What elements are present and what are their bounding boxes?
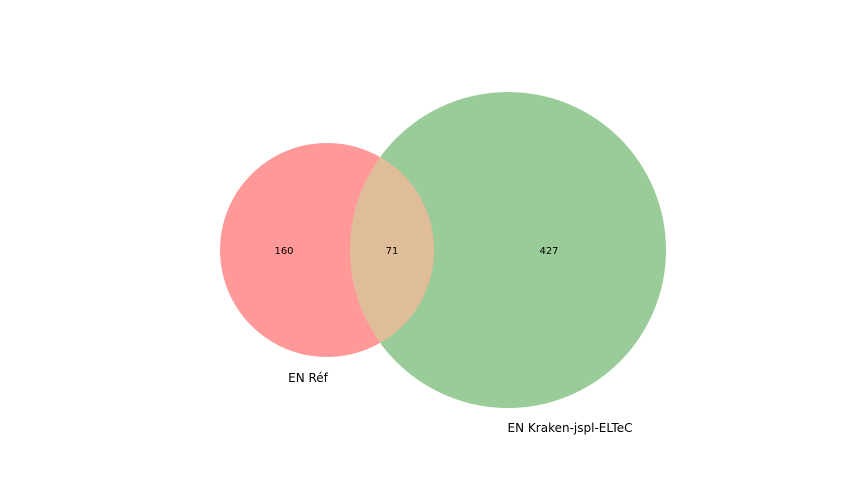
set-a-label: EN Réf [288, 371, 329, 385]
set-b-only-count: 427 [539, 246, 558, 257]
intersection-count: 71 [386, 246, 399, 257]
set-b-label: EN Kraken-jspl-ELTeC [508, 421, 633, 435]
set-a-only-count: 160 [274, 246, 293, 257]
set-b-circle [350, 92, 666, 408]
